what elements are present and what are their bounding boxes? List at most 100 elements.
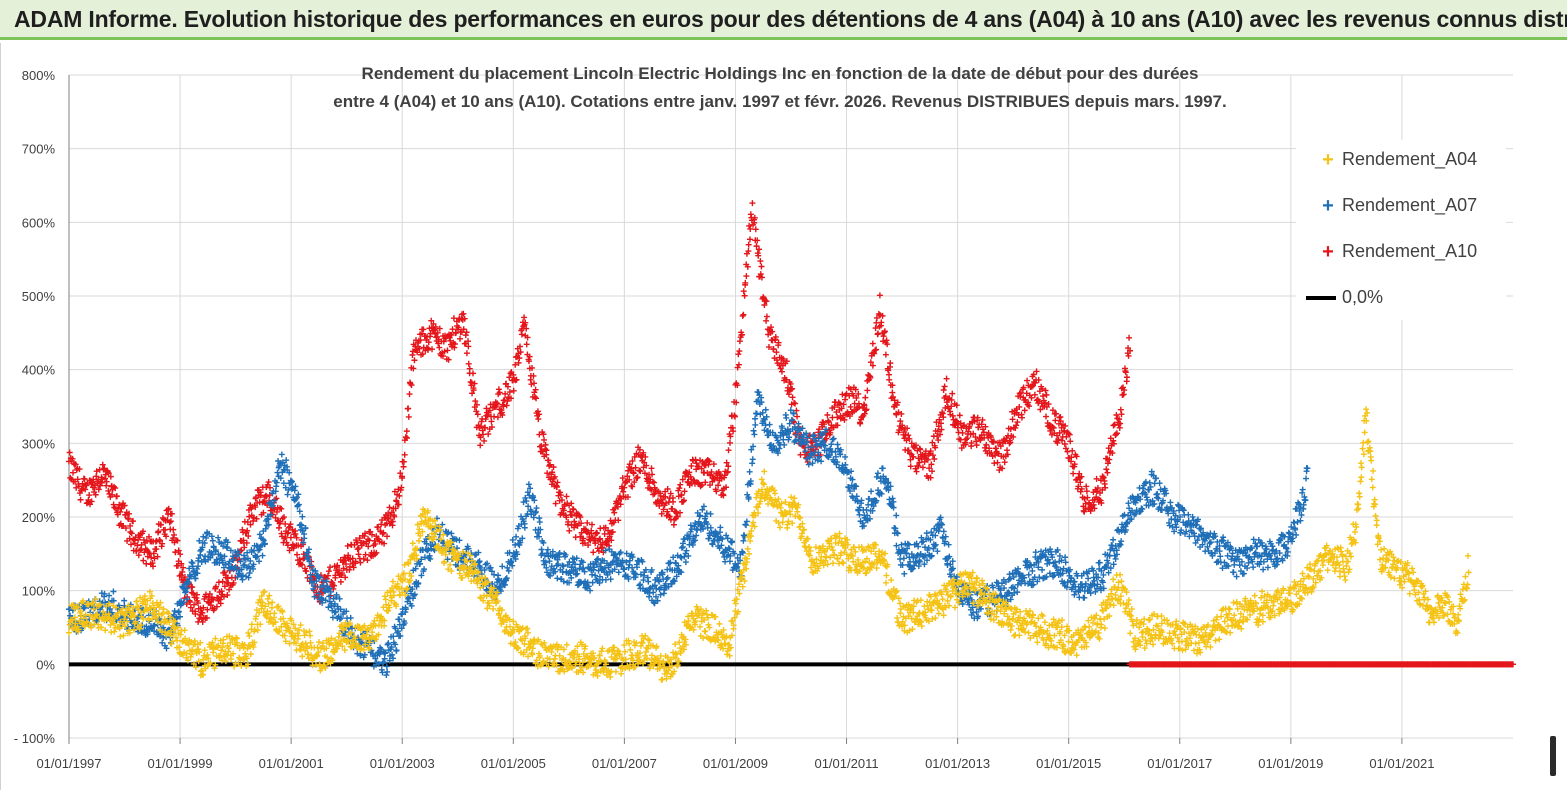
x-tick-label: 01/01/2003 [370,756,435,771]
data-point [384,668,391,675]
data-point [523,498,530,505]
data-point [752,421,759,428]
data-point [1123,374,1130,381]
data-point [743,273,750,280]
data-point [230,579,237,586]
data-point [919,464,926,471]
data-point [554,479,561,486]
data-point [745,241,752,248]
data-point [750,427,757,434]
data-point [590,549,597,556]
data-point [226,586,233,593]
data-point [206,590,213,597]
data-point [847,403,854,410]
data-point [354,546,361,553]
data-point [495,386,502,393]
data-point [287,534,294,541]
data-point [199,609,206,616]
data-point [1112,431,1119,438]
data-point [725,447,732,454]
data-point [137,547,144,554]
data-point [615,569,622,576]
data-point [250,515,257,522]
data-point [178,560,185,567]
data-point [92,491,99,498]
data-point [343,561,350,568]
data-point [221,569,228,576]
data-point [278,505,285,512]
data-point [751,431,758,438]
data-point [386,504,393,511]
x-tick-label: 01/01/2017 [1147,756,1212,771]
data-point [252,504,259,511]
data-point [1291,519,1298,526]
data-point [150,563,157,570]
data-point [162,526,169,533]
data-point [393,647,400,654]
data-point [284,542,291,549]
y-tick-label: - 100% [14,731,56,746]
data-point [729,538,736,545]
data-point [104,468,111,475]
data-point [138,541,145,548]
data-point [360,555,367,562]
data-point [905,447,912,454]
data-point [293,534,300,541]
data-point [81,476,88,483]
data-point [1299,486,1306,493]
data-point [552,500,559,507]
data-point [538,443,545,450]
data-point [863,506,870,513]
data-point [77,496,84,503]
data-point [1043,391,1050,398]
data-point [355,545,362,552]
data-point [121,502,128,509]
data-point [518,331,525,338]
data-point [112,485,119,492]
data-point [109,491,116,498]
data-point [110,501,117,508]
data-point [873,473,880,480]
y-tick-label: 100% [22,584,56,599]
data-point [83,482,90,489]
data-point [189,584,196,591]
data-point [66,449,73,456]
data-point [521,314,528,321]
data-point [449,326,456,333]
data-point [278,451,285,458]
data-point [789,394,796,401]
data-point [381,540,388,547]
data-point [1110,536,1117,543]
data-point [617,549,624,556]
data-point [126,510,133,517]
data-point [356,535,363,542]
data-point [350,564,357,571]
data-point [918,539,925,546]
data-point [1001,459,1008,466]
data-point [194,600,201,607]
x-tick-label: 01/01/2007 [592,756,657,771]
data-point [125,516,132,523]
data-point [140,557,147,564]
data-point [299,561,306,568]
data-point [525,481,532,488]
data-point [103,478,110,485]
data-point [1061,440,1068,447]
data-point [117,508,124,515]
data-point [411,357,418,364]
data-point [743,522,750,529]
data-point [180,564,187,571]
data-point [636,582,643,589]
data-point [456,537,463,544]
data-point [219,578,226,585]
data-point [677,481,684,488]
data-point [294,551,301,558]
data-point [535,416,542,423]
data-point [95,486,102,493]
data-point [246,569,253,576]
data-point [546,463,553,470]
data-point [1103,466,1110,473]
data-point [959,429,966,436]
data-point [344,542,351,549]
data-point [174,562,181,569]
